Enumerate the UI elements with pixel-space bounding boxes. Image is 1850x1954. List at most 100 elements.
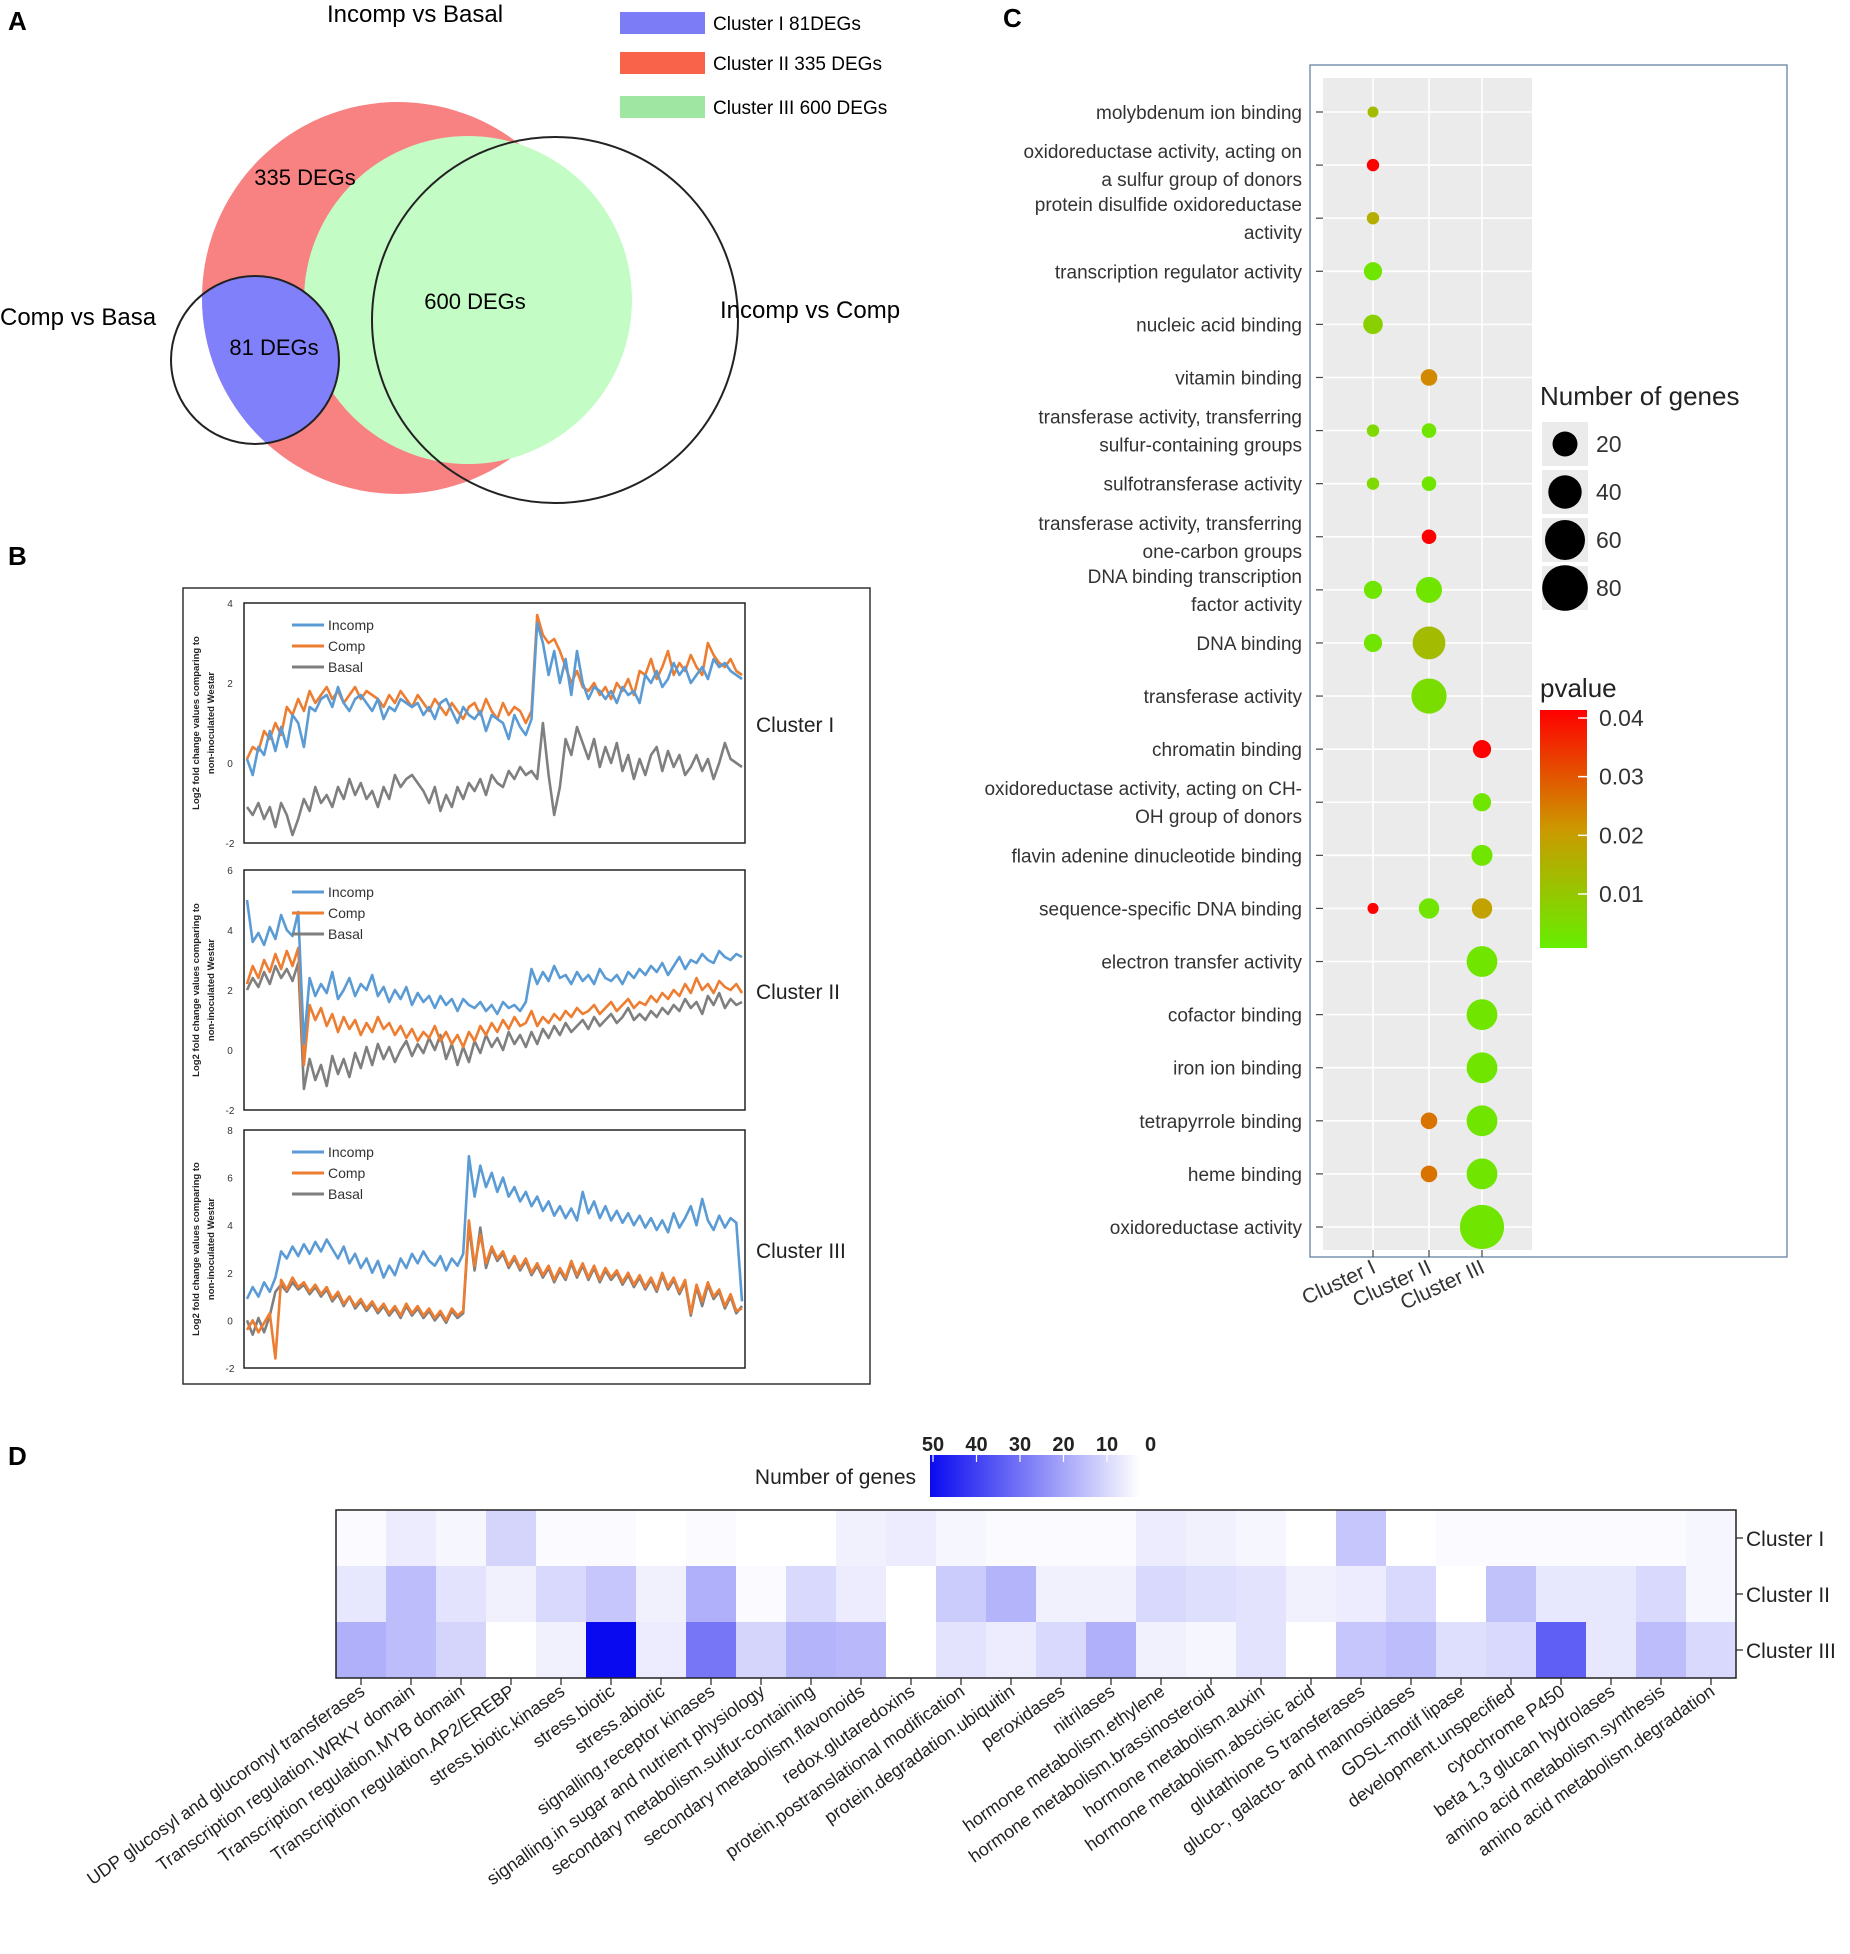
series-line-comp: [245, 613, 743, 760]
heatmap-cell: [736, 1566, 787, 1623]
heatmap-scale-label: 30: [1009, 1434, 1031, 1456]
heatmap-cell: [936, 1510, 987, 1567]
venn-count-600: 600 DEGs: [424, 289, 526, 314]
series-line-comp: [245, 1219, 743, 1360]
heatmap-cell: [986, 1510, 1037, 1567]
size-legend-title: Number of genes: [1540, 381, 1739, 411]
heatmap-cell: [1236, 1510, 1287, 1567]
heatmap-cell: [1636, 1510, 1687, 1567]
series-line-basal: [245, 721, 743, 837]
heatmap-cell: [436, 1622, 487, 1679]
heatmap-scale-label: 40: [965, 1434, 987, 1456]
heatmap-cell: [1436, 1622, 1487, 1679]
venn-label-incomp-vs-basal: Incomp vs Basal: [327, 1, 503, 28]
heatmap-cell: [786, 1510, 837, 1567]
heatmap-cell: [336, 1622, 387, 1679]
venn-incomp-vs-comp: [371, 136, 739, 504]
term-label: sulfotransferase activity: [1103, 475, 1302, 496]
size-legend-dot: [1548, 475, 1582, 509]
heatmap-scale-bar: [930, 1455, 1140, 1497]
size-legend-dot: [1545, 520, 1585, 560]
venn-label-incomp-vs-comp: Incomp vs Comp: [720, 297, 900, 324]
term-label: tetrapyrrole binding: [1139, 1112, 1302, 1133]
line-charts: 4 2 0 -2 Log2 fold change values comparing t…: [191, 599, 846, 1375]
dot: [1421, 423, 1437, 438]
heatmap-cell: [1386, 1566, 1437, 1623]
heatmap-cell: [1686, 1566, 1737, 1623]
heatmap-scale-label: 20: [1052, 1434, 1074, 1456]
legend-label: Basal: [328, 926, 363, 942]
term-label: OH group of donors: [1135, 807, 1302, 828]
heatmap-cell: [336, 1510, 387, 1567]
heatmap-cell: [1386, 1510, 1437, 1567]
heatmap-cell: [836, 1622, 887, 1679]
series-line-basal: [245, 961, 743, 1091]
term-label: sequence-specific DNA binding: [1039, 899, 1302, 920]
cluster-title: Cluster I: [756, 714, 834, 737]
heatmap-cell: [686, 1510, 737, 1567]
venn-legend: Cluster I 81DEGs Cluster II 335 DEGs Clu…: [620, 12, 887, 119]
y-tick-label: 6: [227, 1174, 233, 1185]
heatmap-cell: [1336, 1510, 1387, 1567]
y-tick-label: 4: [227, 926, 233, 937]
term-label: flavin adenine dinucleotide binding: [1011, 846, 1302, 867]
size-legend-dot: [1552, 431, 1578, 457]
term-label: molybdenum ion binding: [1096, 103, 1302, 124]
heatmap-cell: [1236, 1622, 1287, 1679]
cluster-title: Cluster II: [756, 981, 840, 1004]
y-axis-label: Log2 fold change values comparing to non-…: [191, 903, 217, 1077]
color-legend-title: pvalue: [1540, 673, 1617, 703]
heatmap-cell: [1586, 1566, 1637, 1623]
heatmap-cell: [1336, 1566, 1387, 1623]
y-tick-label: 2: [227, 986, 233, 997]
dot: [1466, 946, 1498, 977]
panel-label-a: A: [8, 6, 27, 36]
heatmap-cell: [1336, 1622, 1387, 1679]
venn-count-335: 335 DEGs: [254, 165, 356, 190]
term-label: sulfur-containing groups: [1099, 436, 1302, 457]
heatmap-cell: [1636, 1622, 1687, 1679]
legend-label-cluster2: Cluster II 335 DEGs: [713, 54, 882, 75]
plot-background: [1323, 78, 1532, 1250]
term-label: transferase activity: [1144, 687, 1303, 708]
heatmap-scale-label: 0: [1145, 1434, 1156, 1456]
size-legend-label: 80: [1596, 575, 1622, 601]
y-tick-label: -2: [226, 1364, 235, 1375]
dot: [1412, 626, 1446, 660]
dot: [1421, 476, 1437, 491]
dot: [1363, 633, 1383, 653]
legend-label: Basal: [328, 1186, 363, 1202]
heatmap-cell: [686, 1566, 737, 1623]
term-label: DNA binding transcription: [1088, 567, 1302, 588]
heatmap-cell: [636, 1622, 687, 1679]
y-tick-label: 0: [227, 759, 233, 770]
heatmap-cell: [1036, 1510, 1087, 1567]
legend-label-cluster1: Cluster I 81DEGs: [713, 14, 861, 35]
heatmap-cell: [1286, 1566, 1337, 1623]
term-label: a sulfur group of donors: [1101, 170, 1302, 191]
dot: [1418, 898, 1440, 919]
size-legend-dot: [1542, 565, 1588, 611]
color-legend-label: 0.01: [1599, 881, 1644, 907]
heatmap-cell: [836, 1566, 887, 1623]
dot: [1367, 902, 1379, 914]
heatmap-cell: [336, 1566, 387, 1623]
heatmap-cell: [736, 1510, 787, 1567]
heatmap-cell: [936, 1566, 987, 1623]
heatmap-cell: [1586, 1622, 1637, 1679]
dot: [1466, 1105, 1498, 1137]
term-label: iron ion binding: [1173, 1059, 1302, 1080]
heatmap-cell: [1086, 1510, 1137, 1567]
venn-count-81: 81 DEGs: [229, 335, 318, 360]
legend-label: Comp: [328, 1165, 366, 1181]
legend-label-cluster3: Cluster III 600 DEGs: [713, 98, 887, 119]
heatmap-cell: [436, 1510, 487, 1567]
color-legend-bar: [1540, 710, 1587, 948]
dot: [1466, 1158, 1498, 1190]
venn-cluster3-region: [304, 136, 632, 464]
dot: [1366, 424, 1380, 437]
panel-label-d: D: [8, 1441, 27, 1471]
term-label: DNA binding: [1196, 634, 1302, 655]
legend-swatch-cluster3: [620, 96, 705, 118]
term-label: protein disulfide oxidoreductase: [1035, 195, 1302, 216]
